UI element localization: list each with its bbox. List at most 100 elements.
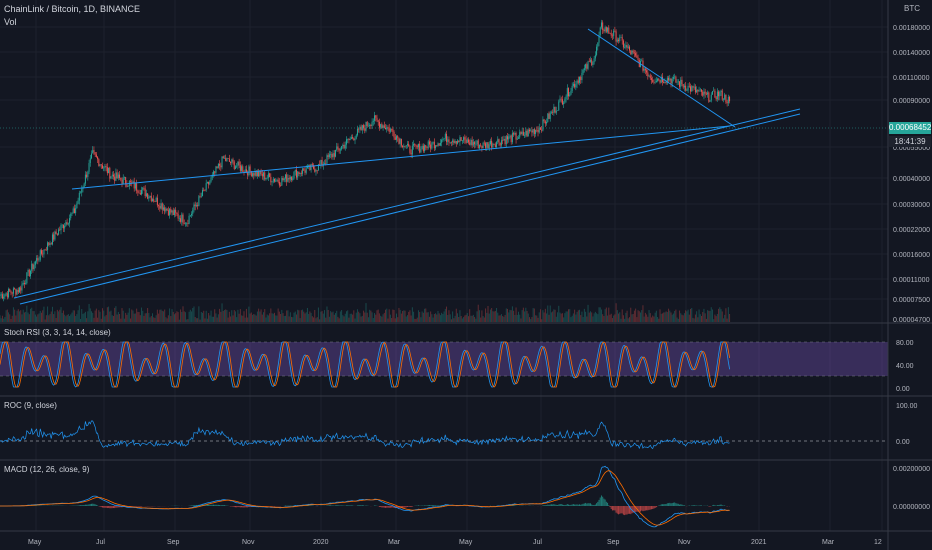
volume-bar	[430, 311, 432, 322]
candle-body	[431, 142, 433, 149]
chart-title[interactable]: ChainLink / Bitcoin, 1D, BINANCE	[4, 4, 141, 14]
candle-body	[650, 78, 652, 80]
candle-body	[313, 165, 315, 169]
candle-body	[493, 143, 495, 145]
trendline-upper[interactable]	[71, 125, 731, 190]
volume-bar	[27, 312, 29, 322]
volume-bar	[471, 315, 473, 322]
candle-body	[503, 139, 505, 141]
candle-body	[454, 141, 456, 144]
volume-bar	[420, 317, 422, 322]
candle-body	[214, 171, 216, 173]
volume-bar	[417, 310, 419, 322]
volume-bar	[321, 311, 323, 322]
time-axis[interactable]: May Jul Sep Nov 2020 Mar May Jul Sep Nov…	[28, 539, 882, 546]
volume-bar	[604, 309, 606, 322]
trendline-support-2[interactable]	[19, 113, 801, 305]
macd-histogram-bar	[544, 505, 546, 506]
candle-body	[433, 141, 435, 149]
macd-histogram-bar	[438, 505, 440, 506]
volume-bar	[721, 311, 723, 322]
candle-body	[342, 144, 344, 147]
volume-bar	[672, 313, 674, 322]
macd-histogram-bar	[348, 505, 350, 506]
candle-body	[333, 153, 335, 157]
bar-countdown: 18:41:39	[889, 136, 931, 147]
volume-bar	[319, 319, 321, 322]
volume-bar	[528, 317, 530, 322]
candle-body	[488, 144, 490, 149]
macd-histogram-bar	[426, 505, 428, 506]
volume-bar	[649, 313, 651, 322]
candle-body	[470, 139, 472, 145]
volume-bar	[311, 316, 313, 322]
macd-label[interactable]: MACD (12, 26, close, 9)	[4, 465, 90, 474]
macd-histogram-bar	[436, 505, 438, 506]
time-tick: Sep	[607, 539, 620, 546]
candle-body	[486, 142, 488, 148]
macd-histogram-bar	[247, 506, 249, 508]
volume-label[interactable]: Vol	[4, 17, 17, 27]
candle-body	[170, 208, 172, 213]
price-axis[interactable]: 0.00180000 0.00140000 0.00110000 0.00090…	[893, 25, 930, 324]
macd-histogram-bar	[598, 499, 600, 506]
volume-bar	[579, 309, 580, 322]
volume-bar	[155, 315, 157, 322]
candle-body	[504, 139, 506, 145]
candle-body	[699, 89, 701, 91]
candle-body	[604, 27, 606, 32]
candle-body	[23, 282, 25, 285]
candle-body	[242, 166, 244, 172]
candle-body	[233, 161, 235, 169]
volume-bar	[194, 316, 196, 322]
candle-body	[76, 203, 78, 209]
volume-bar	[138, 312, 140, 322]
volume-bar	[48, 315, 50, 322]
candle-body	[186, 222, 188, 224]
macd-histogram-bar	[242, 506, 244, 508]
volume-bar	[237, 309, 239, 322]
volume-bar	[366, 312, 368, 322]
candle-body	[716, 91, 718, 100]
volume-bar	[636, 317, 638, 322]
candle-body	[180, 218, 182, 222]
volume-bar	[294, 311, 296, 322]
candle-body	[30, 270, 31, 277]
candle-body	[277, 179, 279, 182]
candle-body	[696, 89, 698, 93]
volume-bar	[670, 312, 672, 322]
candle-body	[8, 288, 10, 298]
trendline-support-1[interactable]	[13, 108, 801, 299]
macd-signal-line	[0, 470, 730, 526]
candle-body	[663, 81, 665, 84]
macd-histogram-bar	[331, 505, 333, 506]
candle-body	[600, 22, 602, 28]
candle-body	[630, 50, 632, 55]
candle-body	[406, 143, 408, 146]
candle-body	[71, 212, 73, 214]
macd-histogram-bar	[572, 504, 574, 506]
candle-body	[510, 135, 512, 143]
macd-histogram-bar	[664, 504, 666, 506]
volume-bar	[349, 313, 351, 322]
volume-bar	[59, 309, 61, 322]
macd-histogram-bar	[622, 506, 624, 515]
candle-body	[72, 208, 74, 213]
roc-label[interactable]: ROC (9, close)	[4, 401, 57, 410]
trendline-descending[interactable]	[587, 28, 736, 128]
volume-bar	[220, 311, 222, 322]
macd-histogram-bar	[582, 503, 584, 506]
volume-bar	[674, 310, 676, 322]
candle-body	[661, 76, 663, 82]
volume-bar	[410, 315, 412, 322]
volume-bar	[571, 315, 573, 322]
candle-body	[338, 148, 340, 151]
volume-bar	[315, 318, 317, 322]
candle-body	[508, 136, 510, 140]
candle-body	[377, 120, 379, 122]
stoch-rsi-label[interactable]: Stoch RSI (3, 3, 14, 14, close)	[4, 328, 111, 337]
stoch-rsi-lines	[0, 341, 730, 388]
candle-body	[455, 141, 457, 144]
candle-body	[270, 176, 272, 183]
macd-histogram-bar	[332, 505, 334, 506]
